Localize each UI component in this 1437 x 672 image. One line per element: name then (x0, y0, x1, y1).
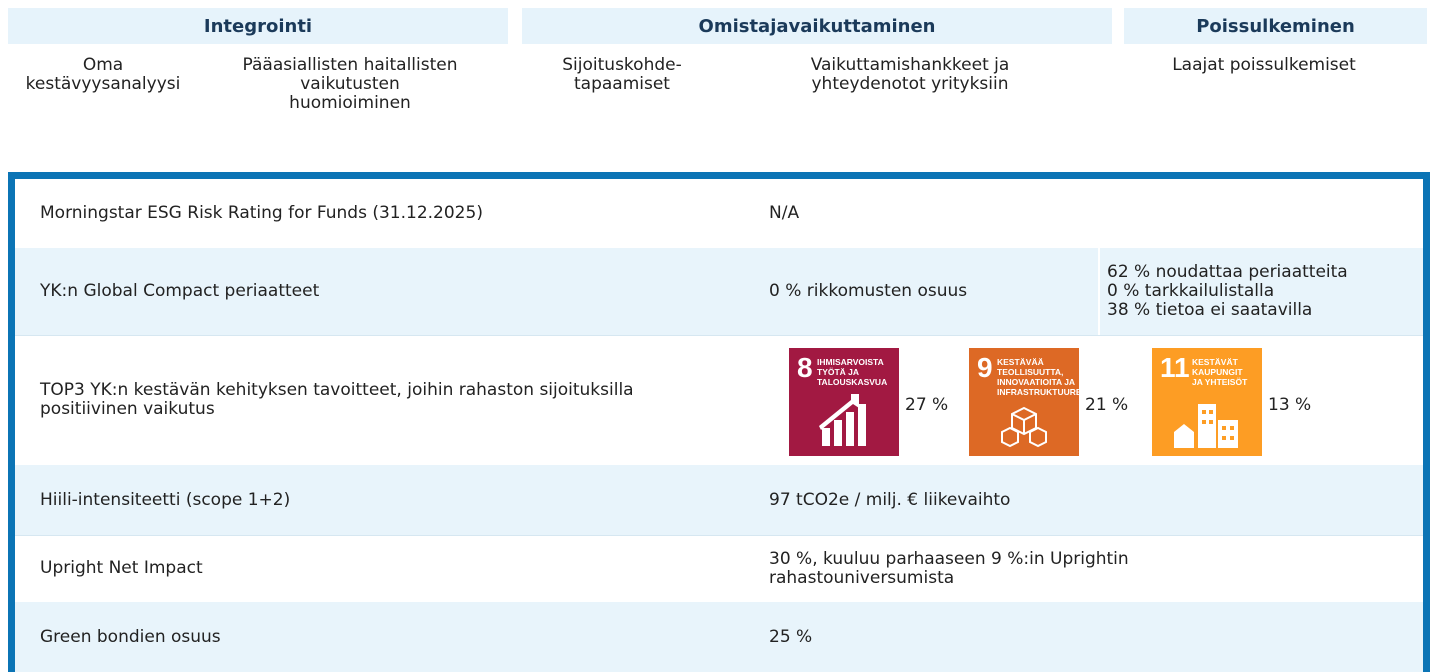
label-text: Morningstar ESG Risk Rating for Funds (3… (40, 203, 483, 223)
row-label: Hiili-intensiteetti (scope 1+2) (40, 465, 680, 535)
sdg-name: KESTÄVÄT KAUPUNGIT JA YHTEISÖT (1192, 357, 1247, 387)
sdg-name-line: KESTÄVÄT (1192, 357, 1238, 367)
sdg-pictogram (1001, 406, 1047, 448)
detail-line: 62 % noudattaa periaatteita (1107, 262, 1348, 282)
table-row: YK:n Global Compact periaatteet 0 % rikko… (15, 248, 1423, 336)
item-line: Oma (82, 55, 124, 75)
table-row: Upright Net Impact 30 %, kuuluu parhaasee… (15, 535, 1423, 603)
row-value: N/A (769, 179, 1289, 248)
sdg-pictogram (819, 394, 866, 446)
sdg-name-line: TYÖTÄ JA (817, 367, 860, 377)
sdg-name-line: TEOLLISUUTTA, (997, 367, 1064, 377)
sdg-number: 11 (1160, 352, 1190, 383)
sdg-name-line: JA YHTEISÖT (1192, 377, 1248, 387)
table-row: TOP3 YK:n kestävän kehityksen tavoitteet… (15, 335, 1423, 466)
label-text: Upright Net Impact (40, 558, 203, 578)
table-row: Green bondien osuus 25 % (15, 602, 1423, 672)
item-line: yhteydenotot yrityksiin (811, 74, 1009, 94)
item-line: Pääasiallisten haitallisten (242, 55, 458, 75)
sdg-name: IHMISARVOISTA TYÖTÄ JA TALOUSKASVUA (817, 357, 887, 387)
strategy-item: Vaikuttamishankkeet ja yhteydenotot yrity… (740, 56, 1080, 94)
item-line: kestävyysanalyysi (25, 74, 181, 94)
label-text: YK:n Global Compact periaatteet (40, 281, 320, 301)
row-value: 0 % rikkomusten osuus (769, 248, 1289, 335)
sdg-number: 9 (977, 352, 993, 383)
column-title: Omistajavaikuttaminen (522, 8, 1112, 44)
strategy-item: Oma kestävyysanalyysi (8, 56, 198, 94)
value-text: 0 % rikkomusten osuus (769, 281, 968, 301)
detail-line: 38 % tietoa ei saatavilla (1107, 300, 1313, 320)
row-label: TOP3 YK:n kestävän kehityksen tavoitteet… (40, 335, 680, 465)
item-line: tapaamiset (574, 74, 670, 94)
column-title: Integrointi (8, 8, 508, 44)
strategy-item: Pääasiallisten haitallisten vaikutusten hu… (210, 56, 490, 113)
sdg-name: KESTÄVÄÄ TEOLLISUUTTA, INNOVAATIOITA JA INF… (997, 357, 1092, 397)
sdg-icon: 11 KESTÄVÄT KAUPUNGIT JA YHTEISÖT (1152, 348, 1262, 456)
row-value: 25 % (769, 602, 1289, 672)
label-text: Hiili-intensiteetti (scope 1+2) (40, 489, 291, 510)
value-text: N/A (769, 203, 800, 223)
sdg-name-line: KAUPUNGIT (1192, 367, 1243, 377)
value-text: 97 tCO2e / milj. € liikevaihto (769, 489, 1011, 510)
row-label: Green bondien osuus (40, 602, 680, 672)
detail-line: 0 % tarkkailulistalla (1107, 281, 1275, 301)
item-line: Laajat poissulkemiset (1172, 55, 1356, 75)
sdg-icon: 8 IHMISARVOISTA TYÖTÄ JA TALOUSKASVUA (789, 348, 899, 456)
info-table: Morningstar ESG Risk Rating for Funds (3… (8, 172, 1430, 672)
value-text: 30 %, kuuluu parhaaseen 9 %:in Uprightin… (769, 548, 1129, 588)
sdg-share: 27 % (905, 395, 949, 415)
sdg-name-line: INNOVAATIOITA JA (997, 377, 1076, 387)
sdg-number: 8 (797, 352, 813, 383)
sdg-name-line: KESTÄVÄÄ (997, 357, 1044, 367)
row-label: Upright Net Impact (40, 535, 680, 602)
sdg-icon: 9 KESTÄVÄÄ TEOLLISUUTTA, INNOVAATIOITA JA IN… (969, 348, 1092, 456)
sdg-name-line: TALOUSKASVUA (817, 377, 888, 387)
sdg-share: 21 % (1085, 395, 1129, 415)
column-title: Poissulkeminen (1124, 8, 1427, 44)
table-row: Morningstar ESG Risk Rating for Funds (3… (15, 179, 1423, 249)
item-line: vaikutusten (300, 74, 400, 94)
row-value: 30 %, kuuluu parhaaseen 9 %:in Uprightin… (769, 535, 1289, 602)
row-label: Morningstar ESG Risk Rating for Funds (3… (40, 179, 680, 248)
row-label: YK:n Global Compact periaatteet (40, 248, 680, 335)
item-line: Sijoituskohde- (562, 55, 682, 75)
sdg-name-line: IHMISARVOISTA (817, 357, 884, 367)
label-text: Green bondien osuus (40, 626, 221, 647)
table-row: Hiili-intensiteetti (scope 1+2) 97 tCO2e … (15, 465, 1423, 536)
value-text: 25 % (769, 626, 813, 647)
row-details: 62 % noudattaa periaatteita 0 % tarkkailu… (1098, 248, 1423, 335)
sdg-share: 13 % (1268, 395, 1312, 415)
sdg-pictogram (1174, 404, 1238, 448)
strategy-item: Laajat poissulkemiset (1124, 56, 1404, 75)
label-text: TOP3 YK:n kestävän kehityksen tavoitteet… (40, 380, 634, 419)
item-line: huomioiminen (289, 93, 411, 113)
sdg-name-line: INFRASTRUKTUUREJA (997, 387, 1093, 397)
row-value: 97 tCO2e / milj. € liikevaihto (769, 465, 1289, 535)
item-line: Vaikuttamishankkeet ja (810, 55, 1010, 75)
strategy-item: Sijoituskohde-tapaamiset (522, 56, 722, 94)
